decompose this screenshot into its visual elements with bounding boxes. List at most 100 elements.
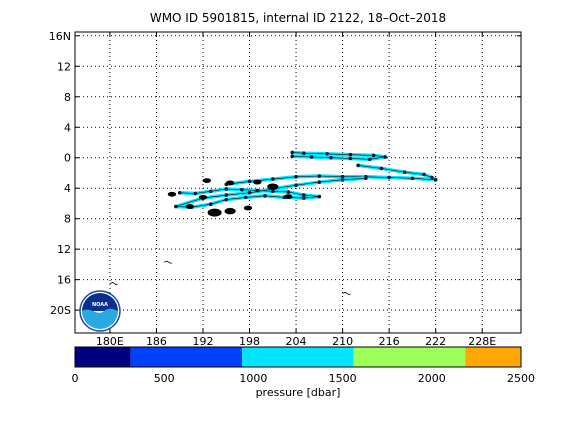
x-tick-label: 222 [425, 335, 446, 348]
profile-point [302, 196, 306, 200]
profile-cluster [284, 194, 293, 199]
y-tick-label: 12 [57, 243, 71, 256]
profile-point [364, 176, 368, 181]
y-tick-label: 4 [64, 182, 71, 195]
y-tick-label: 20S [50, 304, 71, 317]
island-outline [109, 282, 118, 285]
colorbar-tick-label: 2500 [507, 372, 535, 385]
colorbar-band [465, 347, 521, 367]
profile-point [317, 180, 322, 184]
profile-point [208, 189, 213, 194]
profile-point [263, 194, 267, 198]
profile-point [379, 166, 384, 171]
profile-point [383, 155, 388, 159]
profile-point [177, 190, 182, 195]
profile-point [208, 202, 213, 207]
profile-point [247, 190, 252, 195]
float-track-trace [175, 178, 366, 208]
float-tracks [174, 150, 438, 210]
profile-point [348, 156, 353, 161]
profile-point [329, 155, 333, 160]
y-tick-label: 16N [49, 30, 71, 43]
profile-point [286, 190, 291, 194]
profile-point [302, 193, 306, 197]
profile-point [294, 174, 298, 179]
y-tick-label: 12 [57, 60, 71, 73]
profile-cluster [167, 191, 177, 197]
x-tick-label: 204 [286, 335, 307, 348]
colorbar-tick-label: 1500 [329, 372, 357, 385]
y-tick-label: 8 [64, 213, 71, 226]
profile-point [290, 154, 294, 159]
profile-cluster [185, 204, 194, 209]
profile-point [309, 155, 314, 159]
colorbar-label: pressure [dbar] [256, 386, 341, 399]
colorbar-tick-label: 2000 [418, 372, 446, 385]
profile-point [387, 175, 391, 180]
profile-point [325, 152, 329, 156]
profile-point [410, 176, 415, 181]
y-axis-ticks: 16N 12 8 4 0 4 8 12 16 20S [49, 30, 521, 317]
profile-point [340, 174, 345, 179]
noaa-logo: NOAA [79, 290, 121, 332]
chart-title: WMO ID 5901815, internal ID 2122, 18–Oct… [150, 11, 446, 25]
profile-point [348, 152, 353, 157]
profile-point [224, 193, 229, 197]
y-tick-label: 0 [64, 152, 71, 165]
profile-point [247, 179, 252, 184]
profile-point [367, 157, 372, 162]
profile-point [224, 187, 229, 191]
x-tick-label: 198 [239, 335, 260, 348]
profile-point [356, 163, 360, 168]
profile-point [270, 177, 275, 181]
profile-point [243, 195, 248, 200]
profile-cluster [253, 179, 262, 185]
profile-point [433, 178, 438, 182]
island-outlines [109, 260, 351, 295]
x-tick-label: 186 [146, 335, 167, 348]
profile-point [294, 183, 298, 187]
profile-cluster [267, 183, 279, 190]
profile-cluster [202, 178, 212, 183]
x-tick-label: 192 [192, 335, 213, 348]
island-outline [342, 291, 351, 295]
x-tick-label: 210 [332, 335, 353, 348]
profile-point [193, 191, 198, 196]
x-tick-label: 180E [96, 335, 124, 348]
profile-point [317, 194, 322, 199]
profile-point [340, 178, 345, 182]
profile-point [174, 204, 178, 209]
island-outline [163, 260, 173, 264]
map-plot-area: 180E 186 192 198 204 210 216 222 228E 16N 12 8 4 0 4 8… [49, 30, 522, 348]
y-tick-label: 8 [64, 91, 71, 104]
profile-point [290, 150, 294, 155]
x-tick-label: 228E [468, 335, 496, 348]
x-tick-label: 216 [379, 335, 400, 348]
profile-point [224, 197, 229, 202]
profile-point [430, 175, 434, 180]
profile-point [317, 174, 322, 178]
profile-cluster [243, 205, 253, 211]
colorbar-band [353, 347, 466, 367]
profile-point [422, 172, 426, 177]
svg-text:NOAA: NOAA [92, 302, 108, 308]
pressure-colorbar: 0 500 1000 1500 2000 2500 pressure [dbar] [72, 346, 535, 399]
profile-cluster [207, 208, 222, 217]
colorbar-frame [74, 346, 522, 368]
plot-frame [74, 31, 522, 334]
profile-cluster [198, 194, 208, 200]
colorbar-tick-label: 500 [154, 372, 175, 385]
colorbar-band [242, 347, 354, 367]
colorbar-tick-label: 1000 [239, 372, 267, 385]
colorbar-tick-label: 0 [72, 372, 79, 385]
x-axis-ticks: 180E 186 192 198 204 210 216 222 228E [96, 32, 496, 348]
profile-point [239, 187, 244, 192]
colorbar-band [75, 347, 131, 367]
profile-point [402, 170, 407, 175]
profile-clusters [167, 178, 293, 217]
colorbar-band [130, 347, 243, 367]
profile-point [255, 188, 260, 193]
y-tick-label: 4 [64, 121, 71, 134]
profile-point [371, 153, 376, 158]
